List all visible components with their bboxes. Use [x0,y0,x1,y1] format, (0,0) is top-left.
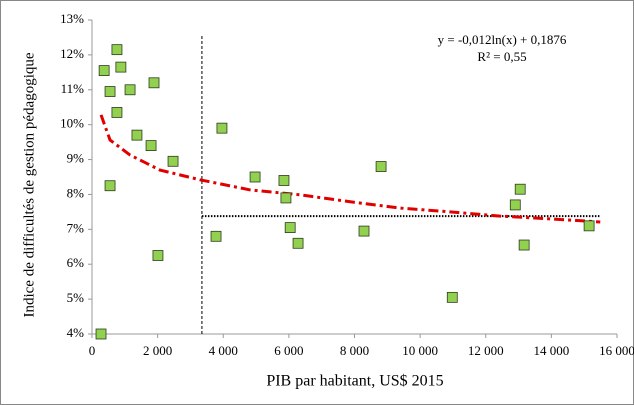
x-tick-label: 16 000 [599,343,634,358]
point [115,61,127,73]
point [446,291,458,303]
x-tick-label: 2 000 [143,343,172,358]
point [148,77,160,89]
y-tick-label: 6% [67,255,85,270]
x-tick-label: 14 000 [534,343,570,358]
point [95,328,107,340]
point [104,86,116,97]
y-tick-label: 11% [61,81,85,96]
x-tick-label: 4 000 [209,343,238,358]
x-tick-label: 8 000 [340,343,369,358]
point [375,161,387,172]
point [111,44,123,56]
x-tick-label: 0 [89,343,96,358]
x-tick-label: 10 000 [402,343,438,358]
y-tick-label: 9% [67,151,85,166]
point [514,183,526,195]
y-axis-title: Indice de difficultés de gestion pédagog… [21,52,37,317]
y-tick-label: 5% [67,290,85,305]
trendline [99,114,601,224]
y-tick-label: 8% [67,185,85,200]
point [104,180,116,192]
point [249,171,261,183]
point [583,220,595,232]
y-tick-label: 10% [60,116,84,131]
y-tick-label: 12% [60,46,84,61]
point [509,199,521,211]
point [111,107,123,118]
point [167,155,179,167]
point [131,129,143,141]
r-squared: R² = 0,55 [477,49,526,64]
point [216,122,228,134]
point [284,222,296,233]
x-tick-label: 12 000 [468,343,504,358]
point [292,237,304,249]
point [518,239,530,251]
y-tick-label: 13% [60,11,84,26]
point [145,140,157,152]
point [358,225,370,237]
point [278,175,290,186]
x-axis-title: PIB par habitant, US$ 2015 [266,373,443,390]
equation: y = -0,012ln(x) + 0,1876 [438,32,567,47]
point [280,192,292,204]
point [124,84,136,96]
y-tick-label: 4% [67,325,85,340]
point [152,250,164,261]
x-tick-label: 6 000 [274,343,303,358]
point [210,230,222,242]
y-tick-label: 7% [67,220,85,235]
point [98,65,110,76]
